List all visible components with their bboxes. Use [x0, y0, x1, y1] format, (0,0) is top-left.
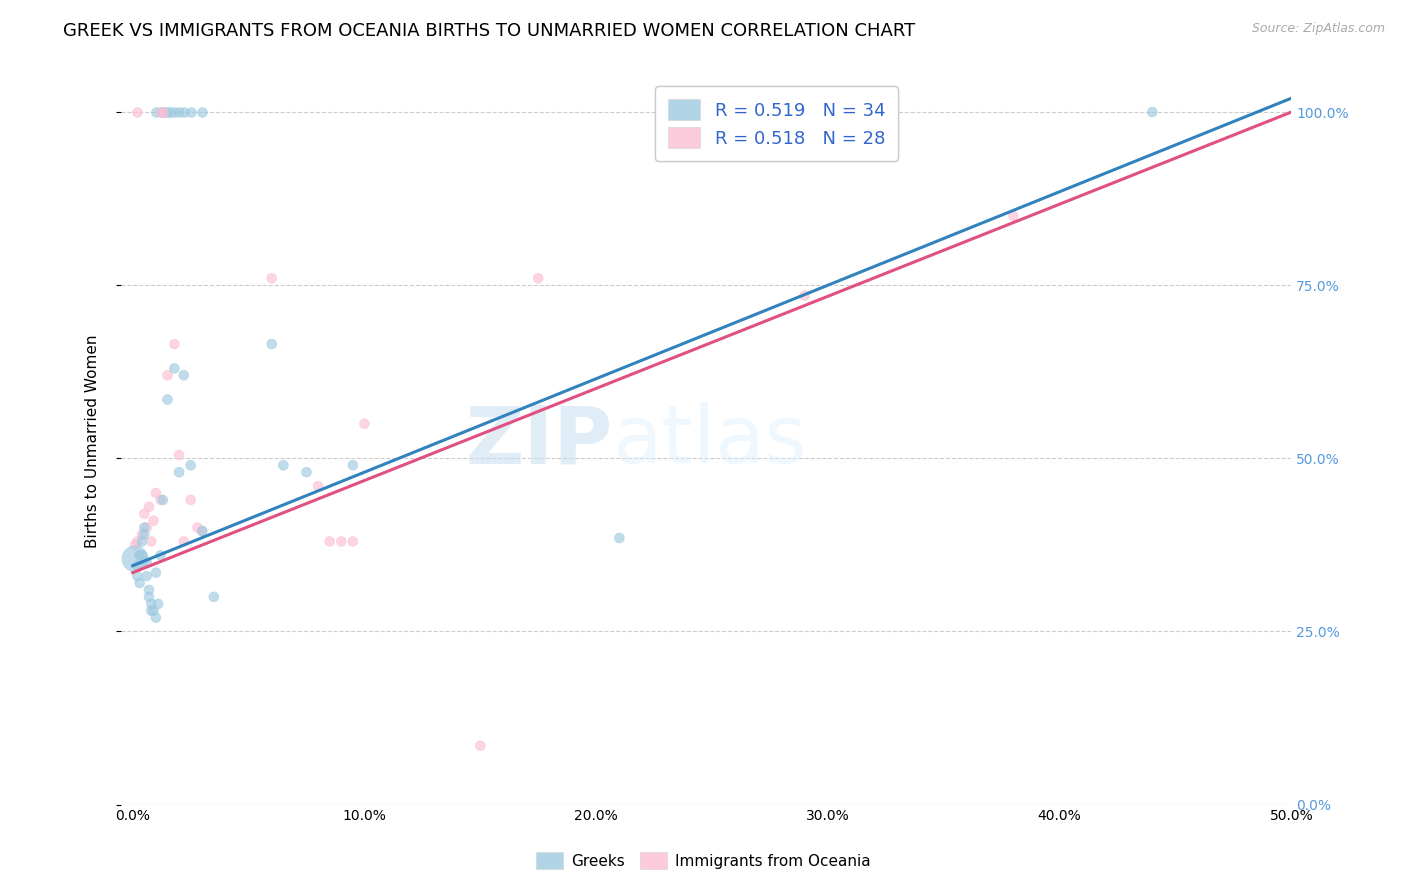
Point	[187, 520, 209, 534]
Point	[163, 361, 186, 376]
Text: atlas: atlas	[613, 402, 807, 480]
Point	[260, 271, 283, 285]
Point	[167, 465, 190, 479]
Point	[128, 576, 150, 591]
Point	[128, 549, 150, 563]
Point	[135, 569, 157, 583]
Point	[173, 368, 195, 383]
Point	[330, 534, 353, 549]
Point	[149, 492, 172, 507]
Point	[149, 549, 172, 563]
Point	[127, 569, 149, 583]
Point	[191, 524, 214, 538]
Point	[191, 524, 214, 538]
Point	[149, 105, 172, 120]
Point	[141, 597, 163, 611]
Y-axis label: Births to Unmarried Women: Births to Unmarried Women	[86, 334, 100, 548]
Point	[163, 105, 186, 120]
Point	[152, 105, 174, 120]
Point	[167, 105, 190, 120]
Point	[307, 479, 329, 493]
Point	[135, 520, 157, 534]
Point	[127, 105, 149, 120]
Point	[152, 105, 174, 120]
Point	[152, 492, 174, 507]
Point	[141, 604, 163, 618]
Point	[134, 520, 156, 534]
Legend: Greeks, Immigrants from Oceania: Greeks, Immigrants from Oceania	[530, 846, 876, 875]
Point	[128, 549, 150, 563]
Point	[138, 500, 160, 514]
Point	[131, 549, 153, 563]
Point	[295, 465, 318, 479]
Point	[134, 507, 156, 521]
Point	[793, 288, 815, 302]
Point	[156, 368, 179, 383]
Point	[607, 531, 630, 545]
Point	[124, 538, 146, 552]
Point	[127, 558, 149, 573]
Point	[353, 417, 375, 431]
Point	[138, 582, 160, 597]
Point	[173, 105, 195, 120]
Point	[191, 105, 214, 120]
Point	[152, 105, 174, 120]
Point	[342, 458, 364, 473]
Point	[145, 486, 167, 500]
Point	[1142, 105, 1164, 120]
Point	[527, 271, 550, 285]
Point	[173, 534, 195, 549]
Point	[167, 448, 190, 462]
Point	[156, 392, 179, 407]
Point	[124, 551, 146, 566]
Point	[180, 105, 202, 120]
Point	[145, 610, 167, 624]
Point	[180, 458, 202, 473]
Point	[131, 534, 153, 549]
Point	[159, 105, 181, 120]
Point	[318, 534, 340, 549]
Point	[148, 597, 170, 611]
Point	[127, 534, 149, 549]
Point	[470, 739, 492, 753]
Point	[149, 105, 172, 120]
Point	[141, 534, 163, 549]
Text: GREEK VS IMMIGRANTS FROM OCEANIA BIRTHS TO UNMARRIED WOMEN CORRELATION CHART: GREEK VS IMMIGRANTS FROM OCEANIA BIRTHS …	[63, 22, 915, 40]
Point	[131, 527, 153, 541]
Point	[145, 105, 167, 120]
Legend: R = 0.519   N = 34, R = 0.518   N = 28: R = 0.519 N = 34, R = 0.518 N = 28	[655, 87, 898, 161]
Text: Source: ZipAtlas.com: Source: ZipAtlas.com	[1251, 22, 1385, 36]
Point	[135, 555, 157, 569]
Text: ZIP: ZIP	[465, 402, 613, 480]
Point	[1002, 209, 1025, 223]
Point	[138, 590, 160, 604]
Point	[142, 514, 165, 528]
Point	[156, 105, 179, 120]
Point	[273, 458, 295, 473]
Point	[260, 337, 283, 351]
Point	[342, 534, 364, 549]
Point	[180, 492, 202, 507]
Point	[202, 590, 225, 604]
Point	[134, 527, 156, 541]
Point	[145, 566, 167, 580]
Point	[142, 604, 165, 618]
Point	[163, 337, 186, 351]
